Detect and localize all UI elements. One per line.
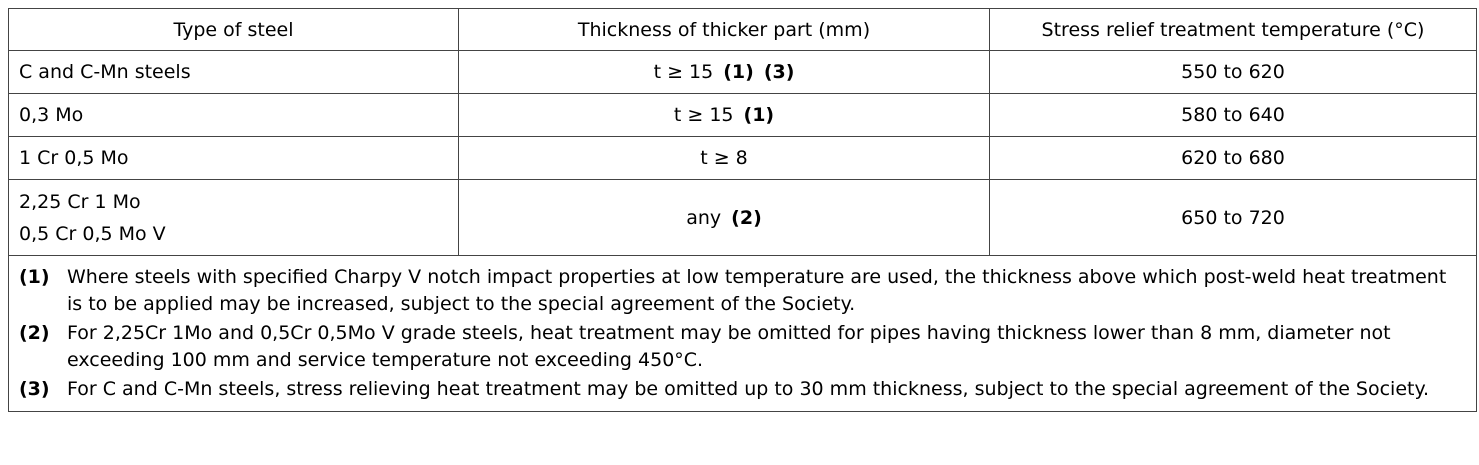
table-row: 2,25 Cr 1 Mo 0,5 Cr 0,5 Mo V any (2) 650 … — [8, 179, 1477, 256]
footnote-number: (1) — [19, 266, 50, 288]
header-type-of-steel: Type of steel — [8, 8, 459, 51]
steel-type: 0,5 Cr 0,5 Mo V — [19, 222, 166, 245]
steel-type: C and C-Mn steels — [19, 61, 191, 83]
steel-type-cell: 0,3 Mo — [8, 93, 459, 137]
steel-type-cell: C and C-Mn steels — [8, 50, 459, 94]
table-row: 1 Cr 0,5 Mo t ≥ 8 620 to 680 — [8, 136, 1477, 180]
footnote: (3) For C and C-Mn steels, stress reliev… — [19, 376, 1466, 403]
thickness-cell: any (2) — [458, 179, 990, 256]
steel-type: 0,3 Mo — [19, 104, 84, 126]
steel-type-cell: 1 Cr 0,5 Mo — [8, 136, 459, 180]
table-header-row: Type of steel Thickness of thicker part … — [8, 8, 1477, 51]
notes-row: (1) Where steels with specified Charpy V… — [8, 255, 1477, 412]
notes-cell: (1) Where steels with specified Charpy V… — [8, 255, 1477, 412]
note-ref: (1) — [723, 61, 754, 83]
footnote-number: (2) — [19, 322, 50, 344]
temperature-cell: 550 to 620 — [989, 50, 1477, 94]
thickness-value: any — [686, 206, 722, 229]
footnote-text: Where steels with specified Charpy V not… — [67, 266, 1447, 315]
thickness-value: t ≥ 8 — [700, 147, 748, 169]
stress-relief-table: Type of steel Thickness of thicker part … — [8, 8, 1477, 412]
header-temperature: Stress relief treatment temperature (°C) — [989, 8, 1477, 51]
note-ref: (2) — [731, 206, 762, 229]
footnote-text: For 2,25Cr 1Mo and 0,5Cr 0,5Mo V grade s… — [67, 322, 1391, 371]
note-ref: (1) — [743, 104, 775, 126]
thickness-value: t ≥ 15 — [653, 61, 714, 83]
header-thickness: Thickness of thicker part (mm) — [458, 8, 990, 51]
temperature-cell: 650 to 720 — [989, 179, 1477, 256]
table-row: 0,3 Mo t ≥ 15 (1) 580 to 640 — [8, 93, 1477, 137]
footnote-number: (3) — [19, 378, 50, 400]
footnote: (2) For 2,25Cr 1Mo and 0,5Cr 0,5Mo V gra… — [19, 320, 1466, 374]
note-ref: (3) — [763, 61, 795, 83]
footnote-text: For C and C-Mn steels, stress relieving … — [67, 378, 1430, 400]
table-row: C and C-Mn steels t ≥ 15 (1) (3) 550 to 62… — [8, 50, 1477, 94]
thickness-cell: t ≥ 8 — [458, 136, 990, 180]
steel-type: 1 Cr 0,5 Mo — [19, 147, 129, 169]
steel-type-cell: 2,25 Cr 1 Mo 0,5 Cr 0,5 Mo V — [8, 179, 459, 256]
thickness-cell: t ≥ 15 (1) (3) — [458, 50, 990, 94]
steel-type: 2,25 Cr 1 Mo — [19, 190, 141, 213]
thickness-value: t ≥ 15 — [673, 104, 734, 126]
temperature-cell: 580 to 640 — [989, 93, 1477, 137]
footnote: (1) Where steels with specified Charpy V… — [19, 264, 1466, 318]
thickness-cell: t ≥ 15 (1) — [458, 93, 990, 137]
temperature-cell: 620 to 680 — [989, 136, 1477, 180]
